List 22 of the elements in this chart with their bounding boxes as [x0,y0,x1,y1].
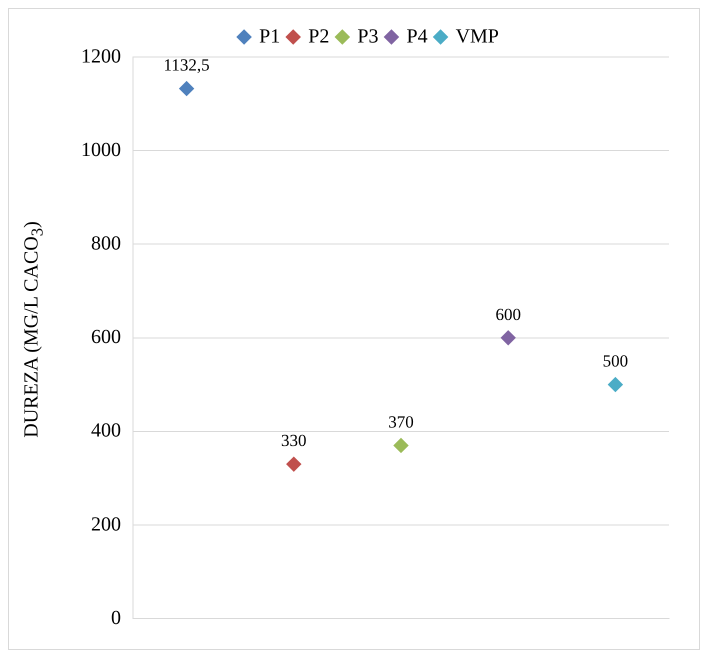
y-tick-label: 200 [91,513,121,536]
data-label: 600 [495,304,521,324]
y-tick-label: 0 [111,606,121,629]
legend-label: P3 [357,25,378,48]
data-label: 330 [281,431,307,450]
data-label: 500 [602,352,628,371]
legend-label: P2 [308,25,330,48]
legend-label: VMP [456,25,499,48]
y-tick-label: 400 [91,420,121,442]
legend-label: P4 [406,25,428,48]
point [394,438,408,453]
y-tick-label: 800 [91,232,121,254]
y-tick-label: 600 [91,326,121,348]
y-tick-label: 1000 [81,138,121,161]
y-tick-label: 1200 [81,45,121,68]
data-label: 370 [388,412,414,432]
legend-label: P1 [259,25,280,48]
point [179,81,194,96]
point [608,377,623,392]
data-label: 1132,5 [164,56,210,75]
point [286,456,302,472]
point [500,330,516,346]
